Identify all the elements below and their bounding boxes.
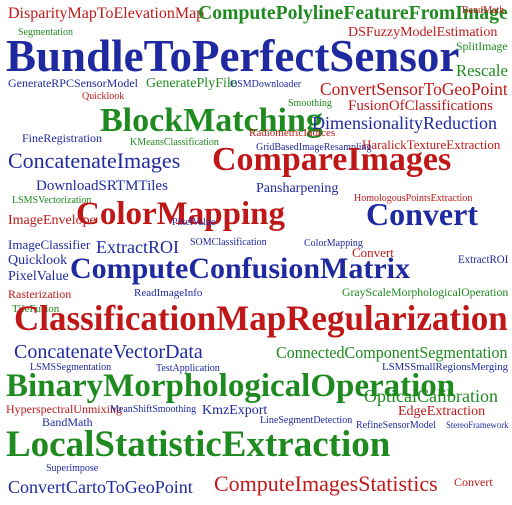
word: StereoFramework [446, 420, 509, 430]
word: Smoothing [288, 98, 332, 109]
word: FineRegistration [22, 131, 102, 145]
word: Quicklook [82, 91, 125, 102]
word: Rescale [456, 61, 508, 80]
word: Segmentation [18, 27, 73, 38]
word: LocalStatisticExtraction [6, 424, 391, 465]
word: SOMClassification [190, 237, 267, 248]
word: ColorMapping [304, 238, 363, 249]
word: LSMSSmallRegionsMerging [382, 361, 509, 373]
word: KMeansClassification [130, 137, 219, 148]
word: Convert [366, 196, 478, 232]
word: DimensionalityReduction [312, 113, 497, 133]
word: GenerateRPCSensorModel [8, 76, 138, 90]
word: DisparityMapToElevationMap [8, 5, 205, 22]
word: HyperspectralUnmixing [6, 402, 122, 416]
word: BundleToPerfectSensor [6, 31, 460, 81]
word: MeanShiftSmoothing [110, 404, 197, 415]
word: ConnectedComponentSegmentation [276, 343, 508, 362]
word: GrayScaleMorphologicalOperation [342, 285, 509, 299]
word: BinaryMorphologicalOperation [6, 368, 456, 404]
word: ExtractROI [458, 252, 509, 266]
word: HaralickTextureExtraction [362, 137, 501, 152]
word: CompareImages [212, 141, 452, 178]
word: ConcatenateImages [8, 148, 181, 173]
word: Convert [454, 475, 493, 489]
word: GridBasedImageResampling [256, 142, 372, 153]
word: BandMath [462, 5, 505, 16]
word: HomologousPointsExtraction [354, 193, 473, 204]
word: ConvertSensorToGeoPoint [320, 79, 508, 99]
word: PixelValue [172, 217, 216, 228]
word: ConvertCartoToGeoPoint [8, 477, 193, 497]
word: LineSegmentDetection [260, 415, 353, 426]
word: PixelValue [8, 269, 69, 284]
word: SplitImage [456, 39, 508, 53]
word: LSMSVectorization [12, 195, 92, 206]
word: ComputeImagesStatistics [214, 471, 438, 496]
word: Convert [352, 245, 394, 260]
word: Quicklook [8, 253, 68, 268]
word: LSMSSegmentation [30, 362, 112, 373]
word: ImageEnvelope [8, 213, 96, 228]
word: OpticalCalibration [364, 386, 498, 406]
word: TestApplication [156, 363, 220, 374]
word: Superimpose [46, 463, 99, 474]
word: TileFusion [12, 303, 60, 315]
word: RadiometricIndices [249, 127, 336, 139]
word: OSMDownloader [230, 79, 302, 90]
word: FusionOfClassifications [348, 98, 493, 114]
word: ImageClassifier [8, 237, 91, 252]
word: DSFuzzyModelEstimation [348, 25, 498, 40]
word: KmzExport [202, 403, 268, 418]
word: Pansharpening [256, 181, 339, 196]
word: ComputeConfusionMatrix [70, 252, 411, 285]
word: RefineSensorModel [356, 420, 436, 431]
word: DownloadSRTMTiles [36, 178, 168, 194]
word: ExtractROI [96, 237, 179, 257]
word: Rasterization [8, 287, 72, 301]
word: GeneratePlyFile [146, 76, 237, 91]
word: ClassificationMapRegularization [14, 298, 508, 338]
word: ConcatenateVectorData [14, 341, 203, 363]
word: BlockMatching [100, 102, 323, 139]
word: EdgeExtraction [398, 404, 486, 419]
word: ComputePolylineFeatureFromImage [198, 2, 508, 24]
word: ReadImageInfo [134, 287, 203, 299]
word: BandMath [42, 415, 93, 429]
word: ColorMapping [76, 196, 286, 232]
